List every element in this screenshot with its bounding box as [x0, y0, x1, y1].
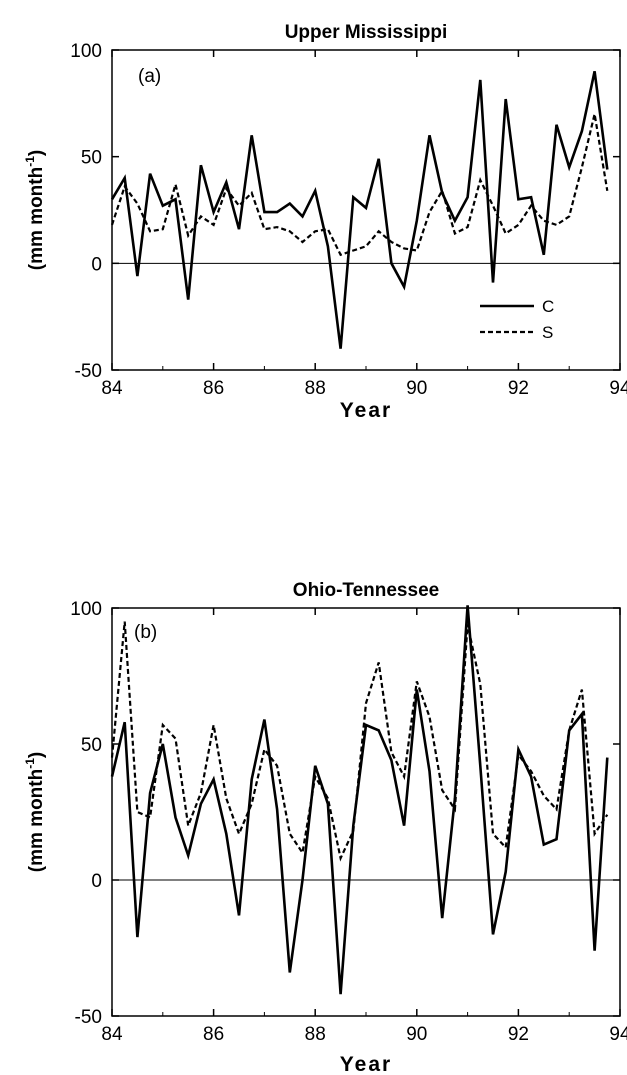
series-line-c: [110, 605, 609, 995]
y-axis-label: (mm month-1): [23, 150, 47, 270]
plot-frame: [111, 49, 621, 371]
x-tick-label: 94: [609, 378, 627, 399]
chart-title: Ohio-Tennessee: [293, 580, 439, 601]
y-axis-label: (mm month-1): [23, 752, 47, 872]
x-tick-label: 94: [609, 1024, 627, 1045]
y-tick-label: -50: [75, 1007, 102, 1028]
series-line-s: [110, 621, 609, 862]
chart-title: Upper Mississippi: [285, 22, 448, 43]
series-line-s: [110, 113, 609, 257]
x-tick-label: 92: [508, 378, 529, 399]
x-tick-label: 92: [508, 1024, 529, 1045]
x-axis-label: Year: [340, 399, 392, 422]
y-tick-label: 100: [70, 599, 102, 620]
y-tick-label: 100: [70, 41, 102, 62]
legend-label-s: S: [542, 323, 553, 342]
y-tick-label: 50: [81, 735, 102, 756]
x-axis-label: Year: [340, 1053, 392, 1075]
legend-label-c: C: [542, 297, 554, 316]
panel-label: (a): [138, 66, 161, 87]
x-tick-label: 86: [203, 1024, 224, 1045]
series-line-c: [110, 71, 609, 349]
x-tick-label: 84: [101, 378, 123, 399]
x-tick-label: 90: [406, 378, 427, 399]
legend: C S: [480, 297, 554, 342]
plot-frame: [111, 607, 621, 1017]
x-tick-label: 84: [101, 1024, 123, 1045]
x-tick-label: 86: [203, 378, 224, 399]
y-tick-label: -50: [75, 361, 102, 382]
y-tick-label: 0: [91, 871, 102, 892]
chart-upper-mississippi: Upper Mississippi (a) Year (mm month-1) …: [23, 22, 627, 422]
y-tick-label: 50: [81, 148, 102, 169]
y-tick-label: 0: [91, 254, 102, 275]
x-tick-label: 88: [305, 378, 326, 399]
chart-ohio-tennessee: Ohio-Tennessee (b) Year (mm month-1) 84 8…: [23, 580, 627, 1075]
x-tick-label: 88: [305, 1024, 326, 1045]
panel-label: (b): [134, 622, 157, 643]
x-tick-label: 90: [406, 1024, 427, 1045]
